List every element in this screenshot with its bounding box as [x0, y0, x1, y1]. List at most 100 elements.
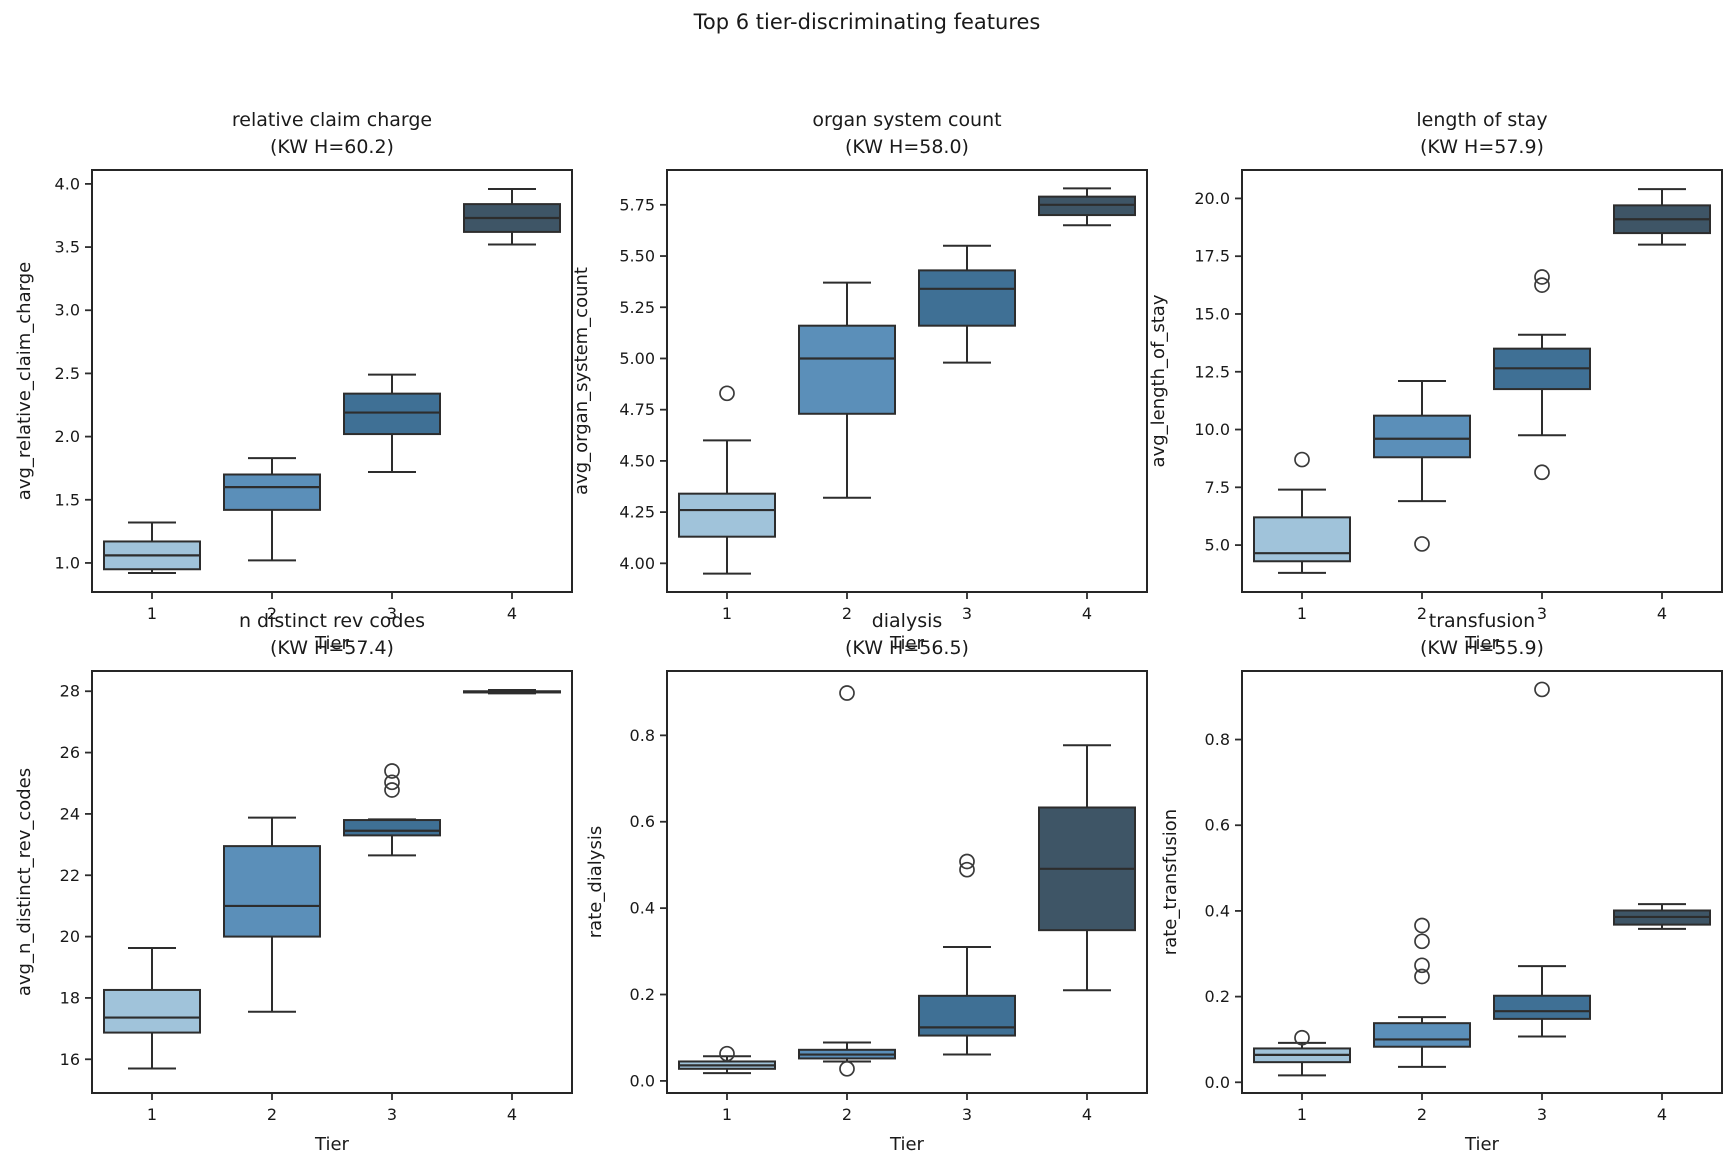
subplot-5: transfusion (KW H=55.9) 0.0 0.2 0.4 0.6 0.8 1 2 3…: [1160, 610, 1723, 1155]
box-tier-4: [1613, 188, 1711, 246]
subplot-1-kw-stat: (KW H=58.0): [845, 136, 969, 158]
y-tick-label: 2.5: [55, 364, 80, 383]
outlier-point: [1414, 957, 1430, 974]
x-axis-label: Tier: [1464, 1134, 1500, 1155]
outlier-point: [959, 861, 975, 878]
iqr-box: [1493, 994, 1591, 1020]
x-axis-label: Tier: [314, 633, 350, 654]
box-tier-2: [223, 816, 321, 1013]
y-tick-label: 0.6: [1205, 816, 1230, 835]
box-tier-2: [1373, 917, 1471, 1068]
y-tick-label: 3.0: [55, 301, 80, 320]
x-tick-label: 2: [842, 604, 852, 623]
subplot-0-kw-stat: (KW H=60.2): [270, 136, 394, 158]
axes-frame: [91, 670, 573, 1094]
x-tick-label: 1: [147, 1105, 157, 1124]
box-tier-1: [103, 521, 201, 575]
box-tier-3: [343, 763, 441, 857]
outlier-point: [1414, 917, 1430, 934]
x-axis-label: Tier: [889, 1134, 925, 1155]
iqr-box: [343, 392, 441, 436]
box-tier-4: [1613, 903, 1711, 930]
iqr-box: [223, 845, 321, 938]
x-axis-label: Tier: [889, 633, 925, 654]
axes-frame: [91, 169, 573, 593]
y-tick-label: 4.50: [619, 451, 655, 470]
iqr-box: [343, 819, 441, 837]
y-tick-label: 0.4: [1205, 901, 1230, 920]
y-tick-label: 0.2: [1205, 987, 1230, 1006]
box-tier-1: [678, 1045, 776, 1075]
figure-suptitle: Top 6 tier-discriminating features: [693, 10, 1041, 34]
y-axis-label: avg_n_distinct_rev_codes: [14, 768, 35, 996]
y-axis-label: avg_relative_claim_charge: [14, 262, 35, 500]
x-tick-label: 4: [507, 1105, 517, 1124]
iqr-box: [223, 473, 321, 511]
y-tick-label: 0.0: [630, 1071, 655, 1090]
outlier-point: [1534, 464, 1550, 481]
box-tier-1: [103, 946, 201, 1070]
y-tick-label: 22: [60, 866, 80, 885]
box-tier-1: [678, 385, 776, 575]
x-tick-label: 4: [1657, 604, 1667, 623]
y-tick-label: 5.75: [619, 195, 655, 214]
iqr-box: [1373, 414, 1471, 459]
iqr-box: [1373, 1022, 1471, 1048]
outlier-point: [1414, 933, 1430, 950]
outlier-point: [1294, 1029, 1310, 1046]
subplot-0: relative claim charge (KW H=60.2) 1.0 1.5 2.…: [14, 109, 573, 654]
x-axis-label: Tier: [1464, 633, 1500, 654]
subplot-4-kw-stat: (KW H=56.5): [845, 637, 969, 659]
y-tick-label: 0.6: [630, 812, 655, 831]
x-tick-label: 2: [1417, 604, 1427, 623]
box-tier-3: [1493, 681, 1591, 1038]
y-tick-label: 4.25: [619, 503, 655, 522]
box-tier-4: [1038, 187, 1136, 227]
box-tier-3: [918, 244, 1016, 364]
x-tick-label: 3: [1537, 1105, 1547, 1124]
y-tick-label: 1.5: [55, 490, 80, 509]
y-tick-label: 12.5: [1194, 362, 1230, 381]
box-tier-2: [1373, 380, 1471, 552]
y-axis-label: rate_dialysis: [585, 826, 606, 938]
x-tick-label: 1: [1297, 604, 1307, 623]
outlier-point: [1414, 536, 1430, 552]
outlier-point: [839, 1060, 855, 1077]
iqr-box: [918, 269, 1016, 327]
x-tick-label: 1: [1297, 1105, 1307, 1124]
outlier-point: [1534, 277, 1550, 293]
y-axis-label: rate_transfusion: [1160, 809, 1181, 955]
subplot-1: organ system count (KW H=58.0) 4.00 4.25 4.5…: [571, 109, 1148, 654]
x-tick-label: 2: [267, 604, 277, 623]
axes-frame: [1241, 169, 1723, 593]
y-tick-label: 17.5: [1194, 247, 1230, 266]
subplot-4-title: dialysis: [872, 610, 943, 632]
y-tick-label: 5.0: [1205, 536, 1230, 555]
y-tick-label: 4.0: [55, 174, 80, 193]
y-tick-label: 3.5: [55, 238, 80, 257]
y-tick-label: 15.0: [1194, 304, 1230, 323]
axes-frame: [1241, 670, 1723, 1094]
y-tick-label: 0.4: [630, 899, 655, 918]
box-tier-4: [1038, 744, 1136, 992]
x-tick-label: 3: [1537, 604, 1547, 623]
y-tick-label: 7.5: [1205, 478, 1230, 497]
outlier-point: [959, 853, 975, 870]
box-tier-2: [798, 281, 896, 499]
outlier-point: [1534, 269, 1550, 285]
y-tick-label: 0.0: [1205, 1073, 1230, 1092]
subplot-3-title: n distinct rev codes: [239, 610, 425, 632]
outlier-point: [719, 385, 735, 402]
iqr-box: [798, 324, 896, 415]
y-tick-label: 0.8: [1205, 730, 1230, 749]
x-tick-label: 3: [962, 604, 972, 623]
box-tier-4: [463, 187, 561, 246]
outlier-point: [719, 1045, 735, 1062]
subplot-2: length of stay (KW H=57.9) 5.0 7.5 10.0 12.5 1…: [1148, 109, 1723, 654]
axes-frame: [666, 169, 1148, 593]
x-tick-label: 4: [507, 604, 517, 623]
subplot-1-title: organ system count: [812, 109, 1001, 131]
x-axis-label: Tier: [314, 1134, 350, 1155]
